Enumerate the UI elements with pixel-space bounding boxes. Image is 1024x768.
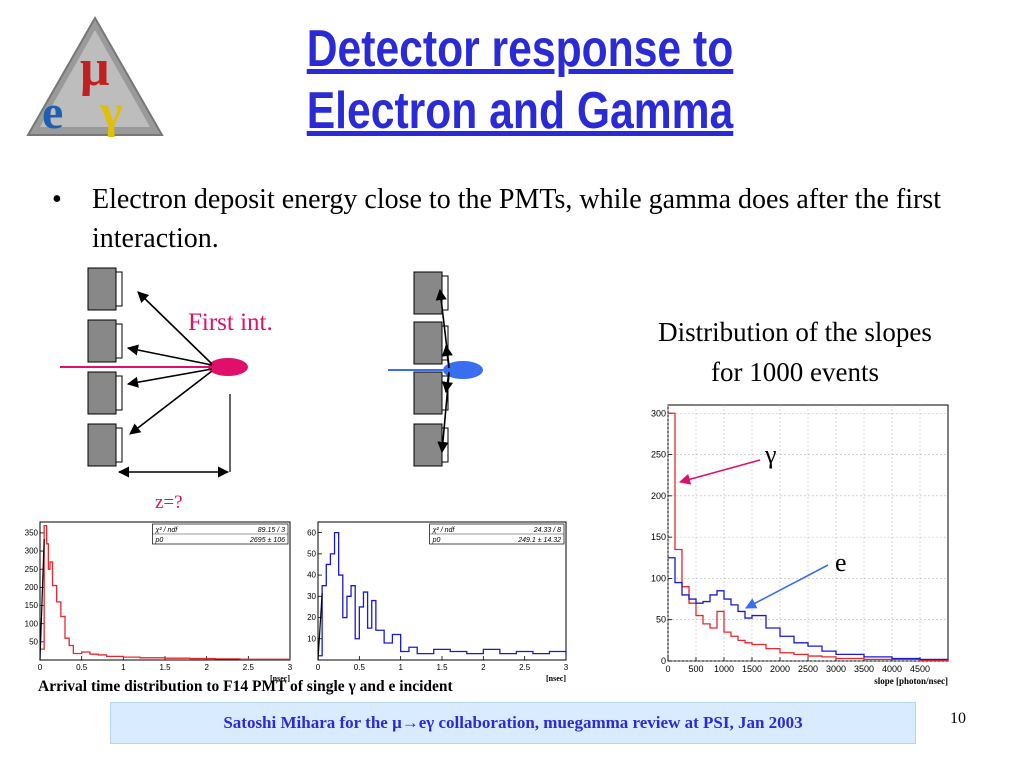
title-line-1: Detector response to — [306, 20, 734, 78]
slopes-title: Distribution of the slopes for 1000 even… — [610, 312, 980, 392]
x-tick-label: 500 — [688, 664, 703, 674]
y-tick-label: 200 — [25, 583, 39, 592]
x-tick-label: 0 — [316, 663, 321, 672]
x-tick-label: 4000 — [882, 664, 902, 674]
histogram-caption: Arrival time distribution to F14 PMT of … — [38, 678, 453, 695]
title-line-2: Electron and Gamma — [306, 82, 734, 140]
pmt-box — [413, 321, 443, 365]
y-tick-label: 300 — [651, 408, 666, 418]
y-tick-label: 20 — [307, 613, 316, 622]
x-tick-label: 1 — [398, 663, 403, 672]
gamma-interaction-point — [443, 361, 483, 379]
y-tick-label: 150 — [651, 532, 666, 542]
x-tick-label: 3500 — [854, 664, 874, 674]
pmt-window — [115, 323, 123, 359]
stats-chi2-label: χ² / ndf — [432, 527, 456, 534]
series-line — [40, 524, 291, 660]
x-tick-label: 2.5 — [243, 663, 255, 672]
x-axis-label: [nsec] — [270, 674, 290, 683]
y-tick-label: 150 — [25, 601, 39, 610]
slopes-title-line-2: for 1000 events — [711, 357, 879, 387]
bullet-symbol: • — [52, 184, 62, 215]
x-tick-label: 2000 — [770, 664, 790, 674]
electron-light-arrows — [126, 291, 213, 435]
x-tick-label: 1.5 — [436, 663, 448, 672]
series-line — [318, 531, 567, 657]
x-tick-label: 2.5 — [519, 663, 531, 672]
series-line — [668, 412, 949, 661]
x-tick-label: 1 — [121, 663, 126, 672]
fit-line — [317, 593, 323, 661]
y-tick-label: 10 — [307, 634, 316, 643]
stats-chi2-value: 24.33 / 8 — [533, 527, 561, 534]
pmt-box — [87, 267, 117, 311]
first-interaction-label: First int. — [188, 309, 273, 336]
y-tick-label: 0 — [661, 656, 666, 666]
x-tick-label: 4500 — [910, 664, 930, 674]
x-tick-label: 3000 — [826, 664, 846, 674]
x-tick-label: 2500 — [798, 664, 818, 674]
gamma-arrow — [678, 459, 761, 485]
footer-banner: Satoshi Mihara for the μ→eγ collaboratio… — [110, 702, 916, 744]
x-tick-label: 3 — [564, 663, 569, 672]
y-tick-label: 100 — [25, 619, 39, 628]
stats-p0-value: 2695 ± 106 — [249, 537, 285, 544]
y-tick-label: 50 — [307, 550, 316, 559]
z-distance-label: z=? — [155, 492, 183, 513]
pmt-window — [115, 427, 123, 463]
x-tick-label: 1000 — [714, 664, 734, 674]
electron-annotation-label: e — [835, 548, 847, 577]
pmt-window — [115, 375, 123, 411]
series-line — [668, 557, 949, 661]
x-axis-label: [nsec] — [546, 674, 566, 683]
x-tick-label: 1500 — [742, 664, 762, 674]
page-title: Detector response to Electron and Gamma — [217, 18, 824, 142]
y-tick-label: 300 — [25, 547, 39, 556]
gamma-light-arrows — [435, 288, 454, 454]
pmt-window — [115, 271, 123, 307]
y-tick-label: 250 — [25, 565, 39, 574]
pmt-box — [87, 319, 117, 363]
page-number: 10 — [950, 710, 966, 727]
electron-arrow — [745, 564, 829, 609]
pmt-box — [87, 371, 117, 415]
stats-chi2-value: 89.15 / 3 — [258, 527, 285, 534]
gamma-annotation-label: γ — [765, 440, 777, 469]
electron-pmt-column — [87, 267, 123, 467]
x-tick-label: 1.5 — [159, 663, 171, 672]
stats-p0-label: p0 — [155, 537, 164, 544]
pmt-box — [87, 423, 117, 467]
stats-chi2-label: χ² / ndf — [155, 527, 179, 534]
y-tick-label: 200 — [651, 491, 666, 501]
x-tick-label: 0 — [665, 664, 670, 674]
electron-interaction-point — [208, 358, 248, 376]
y-tick-label: 40 — [307, 571, 316, 580]
y-tick-label: 50 — [29, 638, 38, 647]
x-tick-label: 0.5 — [354, 663, 366, 672]
plot-frame — [39, 521, 291, 661]
slopes-title-line-1: Distribution of the slopes — [658, 317, 932, 347]
y-tick-label: 60 — [307, 528, 316, 537]
y-tick-label: 350 — [25, 529, 39, 538]
x-tick-label: 3 — [288, 663, 293, 672]
x-tick-label: 2 — [481, 663, 486, 672]
stats-p0-label: p0 — [432, 537, 441, 544]
stats-p0-value: 249.1 ± 14.32 — [517, 537, 561, 544]
x-tick-label: 0 — [38, 663, 43, 672]
y-tick-label: 100 — [651, 573, 666, 583]
x-axis-label: slope [photon/nsec] — [874, 676, 948, 686]
x-tick-label: 0.5 — [76, 663, 88, 672]
y-tick-label: 30 — [307, 592, 316, 601]
y-tick-label: 250 — [651, 450, 666, 460]
bullet-text: Electron deposit energy close to the PMT… — [92, 184, 941, 254]
fit-line — [39, 539, 45, 661]
pmt-box — [413, 371, 443, 415]
y-tick-label: 50 — [656, 615, 666, 625]
x-tick-label: 2 — [204, 663, 209, 672]
